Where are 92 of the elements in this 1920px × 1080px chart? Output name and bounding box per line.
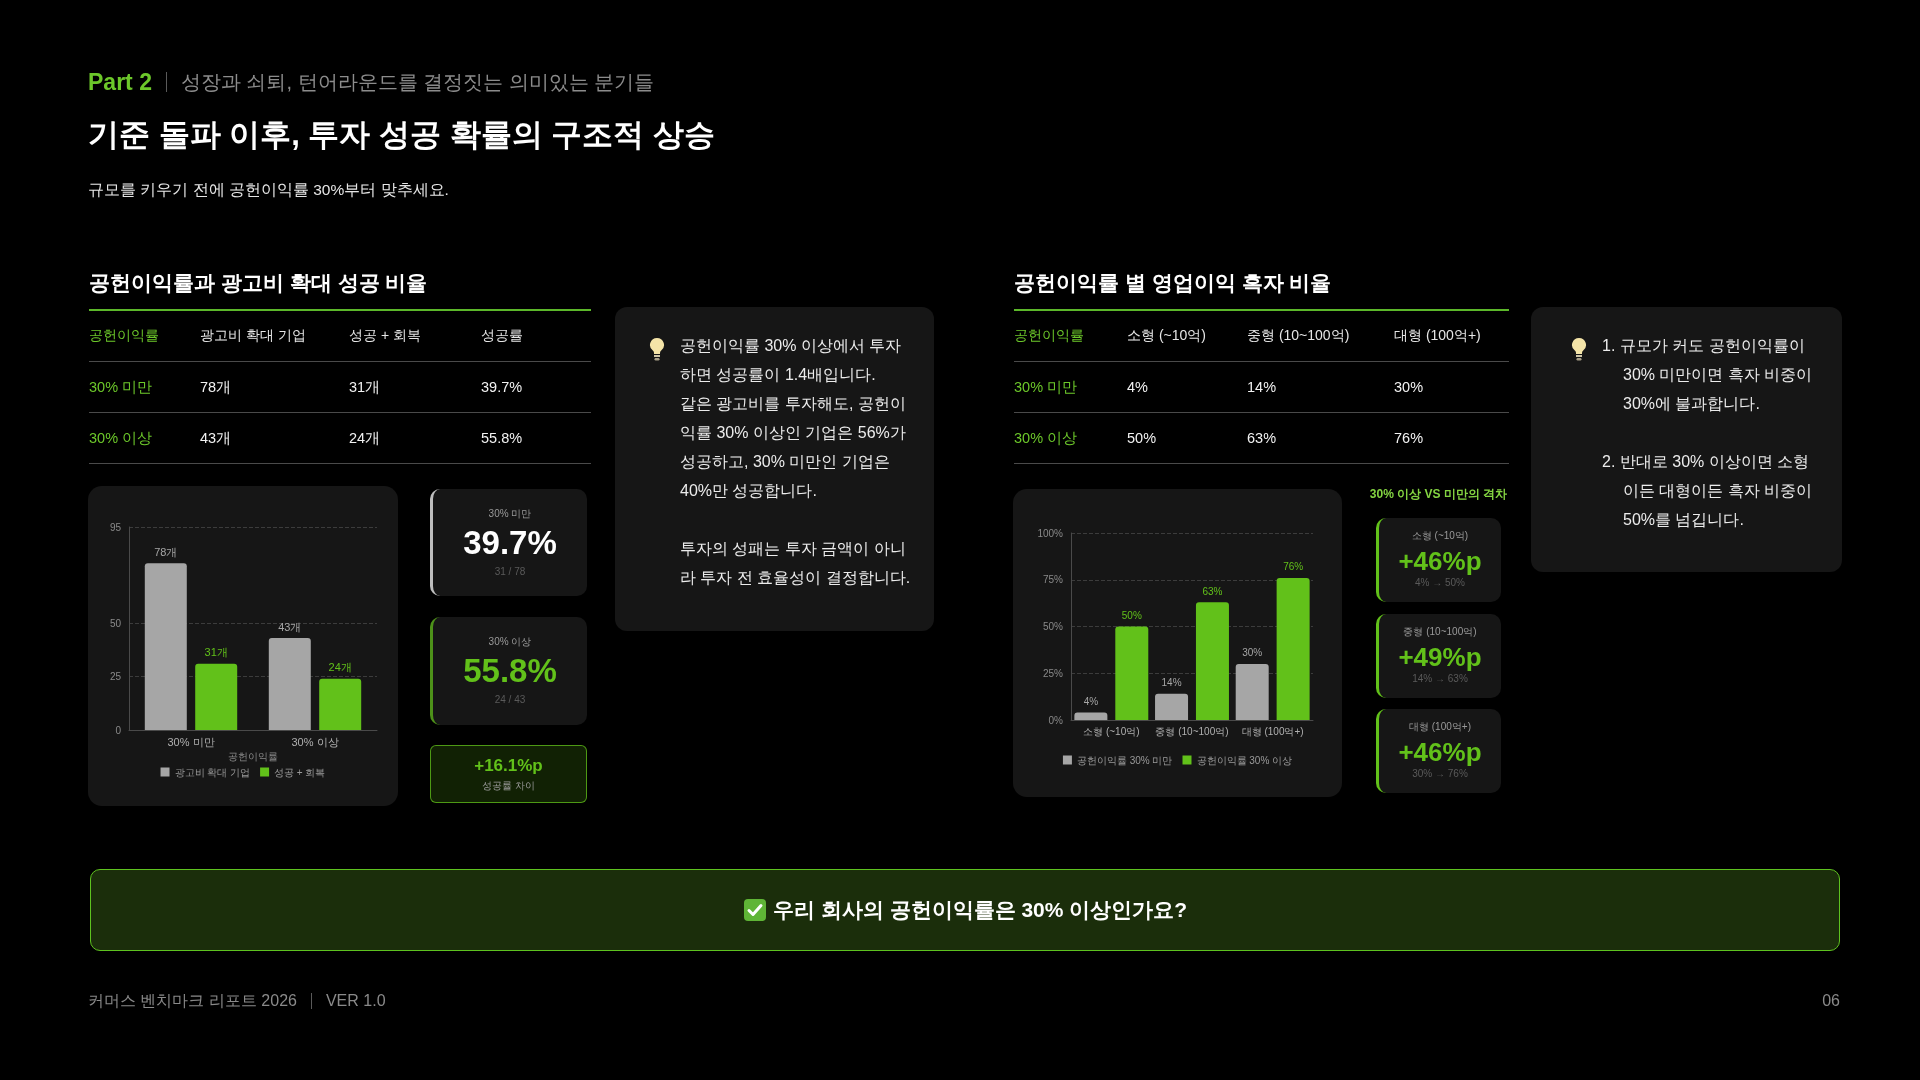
text: 공헌이익률	[89, 327, 160, 345]
data-label: 24개	[328, 661, 352, 674]
text: 기준 돌파 이후, 투자 성공 확률의 구조적 상승	[88, 116, 715, 154]
y-tick-label: 100%	[1037, 527, 1064, 539]
data-label: 43개	[278, 620, 302, 633]
text: 78개	[200, 378, 232, 395]
y-tick-label: 25	[109, 671, 122, 683]
text: 14%	[1247, 379, 1277, 395]
y-tick-label: 50%	[1042, 621, 1064, 632]
category-label: 30% 미만	[89, 378, 153, 395]
text: 50%	[1127, 430, 1157, 446]
text: 63%	[1247, 430, 1277, 446]
text: 39.7%	[481, 379, 523, 395]
data-label: 14%	[1161, 677, 1182, 689]
category-label: 소형 (~10억)	[1410, 529, 1470, 542]
text: VER 1.0	[325, 992, 386, 1010]
y-tick-label: 0%	[1048, 714, 1064, 726]
x-tick-label: 대형 (100억+)	[1241, 725, 1304, 737]
bar	[268, 638, 311, 730]
category-label: 중형 (10~100억)	[1402, 624, 1478, 638]
bar	[1276, 577, 1310, 720]
data-label: 76%	[1283, 561, 1304, 573]
category-label: 대형 (100억+)	[1394, 327, 1482, 345]
text: 31 / 78	[493, 565, 527, 578]
x-tick-label: 소형 (~10억)	[1083, 725, 1140, 737]
bar	[1235, 663, 1269, 720]
text: 4%	[1127, 379, 1148, 395]
text: 39.7%	[462, 523, 558, 563]
data-label: 50%	[1121, 610, 1142, 621]
text: 우리 회사의 공헌이익률은 30% 이상인가요?	[772, 897, 1188, 923]
text: 30% → 76%	[1411, 767, 1469, 780]
bar	[1155, 693, 1189, 720]
text: 76%	[1394, 430, 1424, 446]
category-label: 30% 미만	[1014, 378, 1078, 395]
text: 14% → 63%	[1411, 671, 1469, 685]
y-tick-label: 25%	[1042, 667, 1064, 679]
text: 공헌이익률	[1014, 327, 1085, 345]
category-label: 중형 (10~100억)	[1247, 327, 1351, 345]
text: 30% 이상	[487, 635, 533, 649]
text: 2. 반대로 30% 이상이면 소형이든 대형이든 흑자 비중이 50%를 넘깁니다.	[1602, 452, 1814, 530]
text: 24 / 43	[493, 693, 527, 706]
legend-label: 공헌이익률 30% 미만	[1076, 754, 1173, 766]
text: 4% → 50%	[1414, 576, 1466, 589]
x-axis-title: 공헌이익률	[228, 751, 278, 763]
y-tick-label: 95	[109, 521, 122, 533]
category-label: 성공률	[481, 327, 524, 345]
text: +16.1%p	[473, 755, 544, 777]
data-label: 31개	[204, 646, 228, 659]
text: 1. 규모가 커도 공헌이익률이 30% 미만이면 흑자 비중이 30%에 불과합니다.	[1602, 336, 1814, 414]
text: 커머스 벤치마크 리포트 2026	[88, 990, 297, 1011]
text: 55.8%	[462, 651, 558, 691]
category-label: 30% 이상	[1014, 429, 1078, 446]
text: 성공률 차이	[481, 779, 536, 792]
text: 31개	[349, 378, 381, 395]
data-label: 30%	[1242, 647, 1263, 659]
legend-label: 성공 + 회복	[274, 766, 326, 778]
y-tick-label: 0	[115, 724, 122, 736]
bar	[1115, 626, 1149, 720]
y-tick-label: 50	[109, 617, 122, 629]
data-label: 63%	[1202, 585, 1223, 597]
legend-label: 공헌이익률 30% 이상	[1196, 754, 1293, 766]
text: 공헌이익률 30% 이상에서 투자하면 성공률이 1.4배입니다. 같은 광고비를 투자해도, 공헌이익률 30% 이상인 기업은 56%가 성공하고, 30% 미만인 기업은 40%만 성공합니다.	[680, 336, 907, 501]
text: 55.8%	[481, 430, 523, 446]
text: 30% 미만	[487, 507, 533, 521]
bar	[195, 663, 238, 730]
text: +46%p	[1398, 737, 1482, 767]
category-label: 30% 이상	[89, 429, 153, 446]
text: 30%	[1394, 379, 1424, 395]
bar	[1074, 712, 1108, 720]
text: 24개	[349, 429, 381, 446]
data-label: 4%	[1083, 696, 1099, 708]
category-label: 소형 (~10억)	[1127, 327, 1207, 345]
text: +46%p	[1398, 546, 1482, 576]
text: 43개	[200, 429, 232, 446]
text: 투자의 성패는 투자 금액이 아니라 투자 전 효율성이 결정합니다.	[680, 539, 912, 588]
text: 06	[1822, 992, 1840, 1010]
legend-label: 광고비 확대 기업	[174, 766, 251, 778]
y-tick-label: 75%	[1042, 574, 1064, 586]
text: 규모를 키우기 전에 공헌이익률 30%부터 맞추세요.	[88, 180, 449, 200]
category-label: 광고비 확대 기업	[200, 327, 307, 345]
text: Part 2	[88, 68, 152, 96]
text: 공헌이익률과 광고비 확대 성공 비율	[89, 270, 428, 296]
bar	[144, 563, 187, 730]
category-label: 성공 + 회복	[349, 327, 422, 345]
text: +49%p	[1398, 641, 1482, 672]
bar	[1195, 602, 1229, 720]
text: 30% 이상 VS 미만의 격차	[1368, 486, 1509, 502]
x-tick-label: 중형 (10~100억)	[1155, 725, 1229, 737]
text: 성장과 쇠퇴, 턴어라운드를 결정짓는 의미있는 분기들	[180, 69, 655, 95]
bar	[319, 678, 362, 730]
data-label: 78개	[154, 545, 178, 558]
text: 공헌이익률 별 영업이익 흑자 비율	[1014, 270, 1332, 296]
